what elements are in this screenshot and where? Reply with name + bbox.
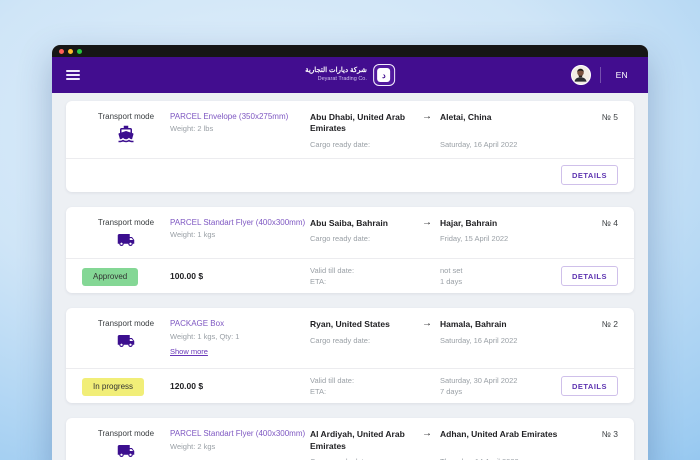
window-minimize-button[interactable] [68, 48, 73, 54]
shipment-number: № 3 [601, 429, 618, 440]
quote-details: Valid till date: ETA: Saturday, 30 April… [310, 375, 552, 398]
header-divider [599, 67, 601, 83]
details-button[interactable]: DETAILS [560, 165, 618, 186]
shipment-card: Transport mode PARCEL Standart Flyer (40… [66, 206, 634, 294]
quote-price: 100.00 $ [170, 271, 204, 282]
transport-mode-label: Transport mode [97, 429, 155, 439]
parcel-title: PARCEL Envelope (350x275mm) [170, 112, 289, 121]
parcel-title: PARCEL Standart Flyer (400x300mm) [170, 429, 306, 439]
route-arrow-icon: → [422, 318, 432, 330]
route-info: Abu Saiba, Bahrain → Hajar, Bahrain Carg… [310, 216, 580, 244]
brand-logo: شركة ديارات التجارية Deyarat Trading Co.… [305, 64, 395, 86]
status-badge: Approved [82, 267, 139, 286]
brand-logo-icon: د [372, 64, 395, 86]
shipment-number: № 4 [601, 217, 618, 228]
route-origin: Al Ardiyah, United Arab Emirates [310, 429, 405, 451]
transport-mode-label: Transport mode [97, 319, 155, 329]
route-info: Ryan, United States → Hamala, Bahrain Ca… [310, 318, 580, 345]
route-destination: Hamala, Bahrain [440, 319, 507, 330]
browser-window: شركة ديارات التجارية Deyarat Trading Co.… [52, 45, 648, 460]
cargo-ready-label: Cargo ready date: [310, 457, 414, 460]
transport-mode-label: Transport mode [97, 217, 155, 227]
brand-name-arabic: شركة ديارات التجارية [305, 67, 367, 75]
parcel-info: PARCEL Standart Flyer (400x300mm) Weight… [170, 429, 310, 450]
quote-details: Valid till date: ETA: not set 1 days [310, 265, 552, 288]
shipment-card: Transport mode PARCEL Envelope (350x275m… [66, 101, 634, 192]
shipment-card: Transport mode PACKAGE Box Weight: 1 kgs… [66, 308, 634, 404]
route-origin: Ryan, United States [310, 319, 390, 330]
route-info: Al Ardiyah, United Arab Emirates → Adhan… [310, 429, 580, 460]
cargo-ready-label: Cargo ready date: [310, 234, 371, 244]
menu-icon[interactable] [66, 70, 80, 80]
cargo-ready-date: Friday, 15 April 2022 [440, 234, 509, 244]
transport-mode: Transport mode [82, 429, 170, 460]
eta-label: ETA: [310, 387, 327, 397]
transport-mode-label: Transport mode [97, 112, 155, 121]
cargo-ready-date: Saturday, 16 April 2022 [440, 335, 518, 345]
eta-value: 1 days [440, 277, 463, 287]
truck-icon [117, 231, 135, 249]
cargo-ready-label: Cargo ready date: [310, 335, 371, 345]
language-selector[interactable]: EN [615, 70, 628, 80]
route-destination: Adhan, United Arab Emirates [440, 429, 558, 440]
valid-till-label: Valid till date: [310, 375, 355, 385]
details-button[interactable]: DETAILS [560, 376, 618, 397]
route-origin: Abu Dhabi, United Arab Emirates [310, 112, 406, 134]
parcel-info: PARCEL Envelope (350x275mm) Weight: 2 lb… [170, 112, 310, 133]
parcel-title: PACKAGE Box [170, 319, 225, 329]
truck-icon [117, 332, 135, 350]
valid-till-value: Saturday, 30 April 2022 [440, 375, 518, 385]
user-avatar[interactable] [570, 65, 591, 85]
cargo-ready-date: Saturday, 16 April 2022 [440, 139, 518, 149]
shipment-number: № 5 [601, 112, 618, 122]
transport-mode: Transport mode [82, 218, 170, 249]
show-more-link[interactable]: Show more [170, 346, 208, 356]
window-close-button[interactable] [59, 48, 64, 54]
route-origin: Abu Saiba, Bahrain [310, 217, 388, 228]
parcel-weight: Weight: 2 kgs [170, 441, 216, 451]
window-zoom-button[interactable] [77, 48, 82, 54]
eta-value: 7 days [440, 387, 463, 397]
brand-text: شركة ديارات التجارية Deyarat Trading Co. [305, 67, 367, 83]
cargo-ready-label: Cargo ready date: [310, 139, 371, 149]
route-destination: Hajar, Bahrain [440, 217, 498, 228]
eta-label: ETA: [310, 277, 327, 287]
parcel-info: PACKAGE Box Weight: 1 kgs, Qty: 1 Show m… [170, 319, 310, 358]
parcel-info: PARCEL Standart Flyer (400x300mm) Weight… [170, 218, 310, 239]
route-arrow-icon: → [422, 216, 432, 228]
parcel-weight: Weight: 1 kgs [170, 230, 216, 240]
parcel-title: PARCEL Standart Flyer (400x300mm) [170, 217, 306, 227]
app-header: شركة ديارات التجارية Deyarat Trading Co.… [52, 57, 648, 93]
cargo-ready-date: Thursday, 14 April 2022 [440, 457, 580, 460]
route-arrow-icon: → [422, 111, 432, 122]
truck-icon [117, 442, 135, 460]
transport-mode: Transport mode [82, 319, 170, 350]
transport-mode: Transport mode [82, 112, 170, 143]
header-right: EN [570, 65, 634, 85]
window-titlebar [52, 45, 648, 57]
ship-icon [117, 125, 135, 143]
parcel-weight: Weight: 1 kgs, Qty: 1 [170, 331, 240, 341]
route-destination: Aletai, China [440, 112, 492, 122]
valid-till-value: not set [440, 265, 463, 275]
route-info: Abu Dhabi, United Arab Emirates → Aletai… [310, 112, 580, 149]
route-arrow-icon: → [422, 428, 432, 440]
shipment-number: № 2 [601, 319, 618, 330]
details-button[interactable]: DETAILS [560, 266, 618, 287]
shipment-card: Transport mode PARCEL Standart Flyer (40… [66, 418, 634, 460]
brand-name-english: Deyarat Trading Co. [317, 75, 367, 82]
shipments-list: Transport mode PARCEL Envelope (350x275m… [52, 93, 648, 460]
valid-till-label: Valid till date: [310, 265, 355, 275]
quote-price: 120.00 $ [170, 381, 204, 392]
status-badge: In progress [82, 377, 145, 396]
parcel-weight: Weight: 2 lbs [170, 124, 214, 134]
